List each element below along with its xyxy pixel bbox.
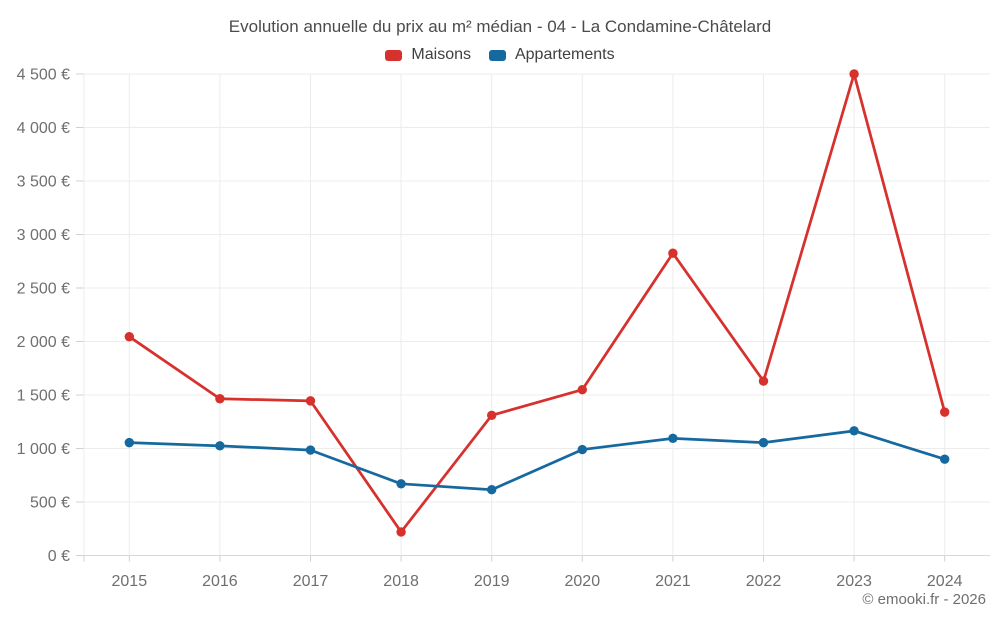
y-tick-label: 4 500 € bbox=[17, 67, 70, 84]
x-tick-label: 2024 bbox=[927, 573, 963, 590]
x-tick-label: 2023 bbox=[836, 573, 872, 590]
series-line-maisons bbox=[127, 72, 947, 534]
data-point-appartements-2021[interactable] bbox=[668, 433, 678, 444]
data-point-maisons-2023[interactable] bbox=[849, 69, 859, 79]
y-tick-label: 0 € bbox=[48, 548, 70, 565]
y-tick-label: 3 000 € bbox=[17, 227, 70, 244]
data-point-appartements-2020[interactable] bbox=[577, 444, 587, 455]
data-point-appartements-2023[interactable] bbox=[849, 426, 859, 436]
data-point-appartements-2015[interactable] bbox=[124, 437, 134, 448]
x-tick-label: 2019 bbox=[474, 573, 510, 590]
y-tick-label: 1 500 € bbox=[17, 388, 70, 405]
y-tick-label: 2 500 € bbox=[17, 281, 70, 298]
series-line-appartements bbox=[127, 429, 947, 492]
legend-swatch-icon bbox=[385, 49, 403, 61]
legend-item-appartements[interactable]: Appartements bbox=[488, 46, 615, 64]
x-tick-label: 2015 bbox=[112, 573, 148, 590]
legend-item-maisons[interactable]: Maisons bbox=[385, 46, 471, 64]
data-point-maisons-2016[interactable] bbox=[215, 394, 225, 404]
chart-title: Evolution annuelle du prix au m² médian … bbox=[228, 17, 772, 36]
x-tick-label: 2021 bbox=[655, 573, 691, 590]
data-point-maisons-2020[interactable] bbox=[577, 384, 587, 395]
data-point-maisons-2018[interactable] bbox=[396, 527, 406, 537]
legend-swatch-icon bbox=[488, 49, 506, 61]
data-point-maisons-2017[interactable] bbox=[305, 396, 316, 406]
y-tick-label: 500 € bbox=[30, 495, 70, 512]
data-point-maisons-2021[interactable] bbox=[668, 248, 678, 258]
copyright-note: © emooki.fr - 2026 bbox=[862, 591, 986, 608]
data-point-appartements-2016[interactable] bbox=[215, 441, 225, 451]
x-tick-label: 2018 bbox=[383, 573, 419, 590]
data-point-appartements-2022[interactable] bbox=[758, 437, 769, 448]
data-point-appartements-2024[interactable] bbox=[940, 454, 950, 464]
legend-label: Appartements bbox=[514, 46, 615, 63]
data-point-maisons-2024[interactable] bbox=[940, 407, 950, 417]
chart-legend: Maisons Appartements bbox=[0, 46, 1000, 64]
data-point-appartements-2017[interactable] bbox=[305, 445, 316, 455]
x-tick-label: 2017 bbox=[293, 573, 329, 590]
y-tick-label: 2 000 € bbox=[17, 334, 70, 351]
data-point-maisons-2022[interactable] bbox=[758, 376, 769, 386]
y-tick-label: 4 000 € bbox=[17, 120, 70, 137]
data-point-appartements-2018[interactable] bbox=[396, 479, 406, 489]
y-tick-label: 3 500 € bbox=[17, 174, 70, 191]
x-tick-label: 2016 bbox=[202, 573, 238, 590]
data-point-maisons-2019[interactable] bbox=[487, 410, 497, 421]
x-tick-label: 2022 bbox=[746, 573, 782, 590]
x-tick-label: 2020 bbox=[565, 573, 601, 590]
data-point-maisons-2015[interactable] bbox=[124, 331, 134, 342]
legend-label: Maisons bbox=[411, 46, 471, 63]
data-point-appartements-2019[interactable] bbox=[487, 484, 497, 495]
y-tick-label: 1 000 € bbox=[17, 441, 70, 458]
